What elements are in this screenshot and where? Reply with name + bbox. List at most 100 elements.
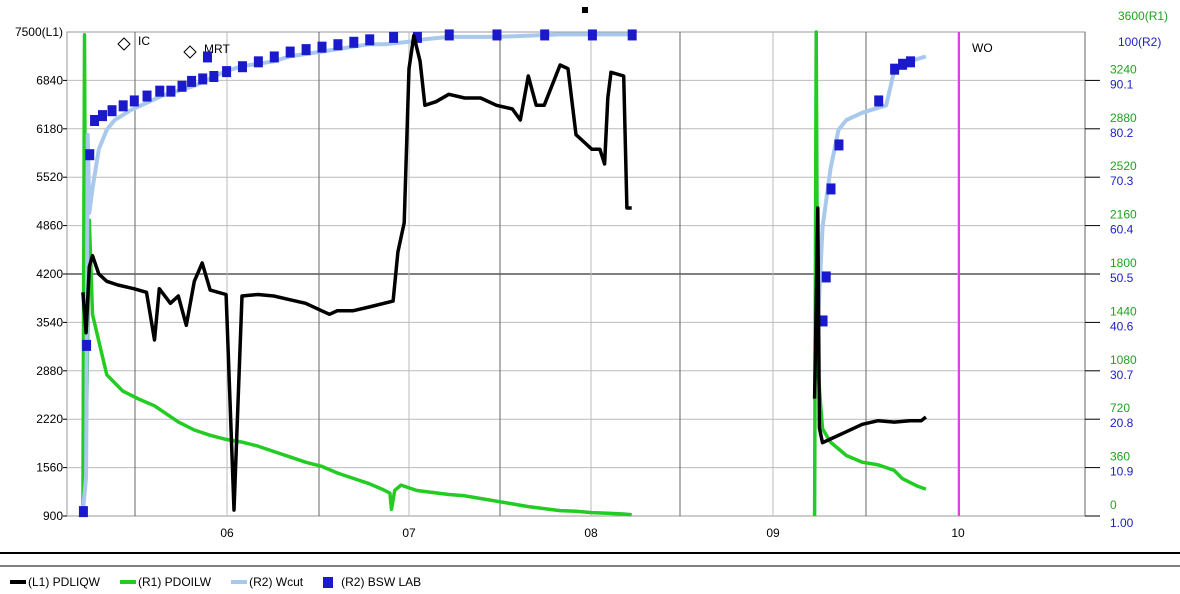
- left-tick-label: 1560: [36, 461, 63, 475]
- bsw-lab-point: [78, 506, 88, 518]
- r2-tick-label: 60.4: [1110, 223, 1134, 237]
- bsw-lab-point: [269, 51, 279, 63]
- r2-tick-label: 30.7: [1110, 368, 1134, 382]
- bsw-lab-point: [198, 73, 208, 85]
- bsw-lab-point: [349, 36, 359, 48]
- bsw-lab-point: [818, 315, 828, 327]
- bsw-lab-point: [492, 29, 502, 41]
- bsw-lab-point: [826, 183, 836, 195]
- legend-label: (L1) PDLIQW: [28, 575, 101, 589]
- bsw-lab-point: [898, 58, 908, 70]
- bsw-lab-point: [253, 56, 263, 68]
- r2-axis-top-label: 100(R2): [1118, 35, 1161, 49]
- legend-item: (L1) PDLIQW: [10, 575, 100, 589]
- x-axis: 06 07 08 09 10: [220, 526, 965, 540]
- bsw-lab-point: [209, 71, 219, 82]
- r1-axis-top-label: 3600(R1): [1118, 9, 1168, 23]
- r2-tick-label: 80.2: [1110, 126, 1134, 140]
- bsw-lab-point: [627, 29, 637, 41]
- bsw-lab-point: [237, 61, 247, 73]
- legend-label: (R1) PDOILW: [138, 575, 212, 589]
- r1-tick-label: 2880: [1110, 111, 1137, 125]
- legend-label: (R2) Wcut: [249, 575, 304, 589]
- bsw-lab-point: [890, 63, 900, 75]
- r1-tick-label: 1800: [1110, 256, 1137, 270]
- series-line-lpdliqw: [81, 33, 632, 512]
- bsw-lab-point: [85, 149, 95, 161]
- left-tick-label: 6840: [36, 73, 63, 87]
- left-tick-label: 3540: [36, 315, 63, 329]
- bsw-lab-point: [129, 95, 139, 107]
- x-tick-label: 08: [584, 526, 598, 540]
- x-tick-label: 07: [402, 526, 416, 540]
- r1-tick-label: 1080: [1110, 353, 1137, 367]
- r1-tick-label: 720: [1110, 401, 1130, 415]
- top-marker: [582, 7, 588, 13]
- bsw-lab-point: [202, 51, 212, 63]
- bsw-lab-point: [90, 115, 100, 126]
- bsw-lab-point: [222, 66, 232, 78]
- legend-item: (R1) PDOILW: [120, 575, 211, 589]
- left-axis: 900 1560 2220 2880 3540 4200 4860 5520 6180 6840 7…: [15, 25, 67, 523]
- left-tick-label: 4860: [36, 219, 63, 233]
- left-tick-label: 2220: [36, 412, 63, 426]
- left-tick-label: 2880: [36, 364, 63, 378]
- bsw-lab-point: [821, 271, 831, 283]
- x-tick-label: 09: [766, 526, 780, 540]
- bsw-lab-point: [389, 31, 399, 43]
- r2-tick-label: 1.00: [1110, 516, 1134, 530]
- bsw-lab-point: [365, 34, 375, 46]
- legend-item: (R2) Wcut: [231, 575, 303, 589]
- series-line-lpdliqw: [812, 206, 927, 445]
- r2-tick-label: 50.5: [1110, 271, 1134, 285]
- bsw-lab-point: [107, 105, 117, 117]
- left-tick-label: 6180: [36, 122, 63, 136]
- bsw-lab-point: [82, 339, 92, 351]
- bsw-lab-point: [834, 139, 844, 151]
- r1-tick-label: 3240: [1110, 62, 1137, 76]
- left-tick-label: 5520: [36, 170, 63, 184]
- bsw-lab-point: [187, 75, 197, 87]
- right-axis-r2: 1.00 10.9 20.8 30.7 40.6 50.5 60.4 70.3 80.2 90.1…: [1110, 35, 1161, 530]
- legend-item: (R2) BSW LAB: [323, 575, 421, 589]
- legend-swatch: [323, 576, 334, 588]
- grid: [67, 32, 1086, 516]
- left-tick-label: 900: [43, 509, 63, 523]
- legend-swatch: [231, 580, 248, 584]
- r2-tick-label: 20.8: [1110, 416, 1134, 430]
- bsw-lab-point: [142, 90, 152, 102]
- legend-label: (R2) BSW LAB: [341, 575, 422, 589]
- r1-tick-label: 2520: [1110, 159, 1137, 173]
- bsw-lab-point: [301, 44, 311, 56]
- bsw-lab-point: [333, 39, 343, 51]
- r2-tick-label: 90.1: [1110, 77, 1134, 91]
- r1-tick-label: 360: [1110, 450, 1130, 464]
- bsw-lab-point: [444, 29, 454, 41]
- r1-tick-label: 2160: [1110, 208, 1137, 222]
- x-tick-label: 10: [951, 526, 965, 540]
- event-marker-icon: [117, 37, 131, 51]
- bsw-lab-point: [540, 29, 550, 41]
- bsw-lab-point: [874, 95, 884, 107]
- r2-tick-label: 10.9: [1110, 465, 1134, 479]
- bsw-lab-point: [587, 29, 597, 41]
- bsw-lab-point: [97, 110, 107, 122]
- series-group: [78, 29, 927, 518]
- bsw-lab-point: [166, 85, 176, 97]
- r2-tick-label: 70.3: [1110, 174, 1134, 188]
- r2-tick-label: 40.6: [1110, 319, 1134, 333]
- series-line-rpdoilw: [81, 32, 632, 517]
- bsw-lab-point: [177, 80, 187, 92]
- legend: (L1) PDLIQW (R1) PDOILW (R2) Wcut (R2) BSW …: [10, 572, 441, 592]
- right-axis-r1: 0 360 720 1080 1440 1800 2160 2520 2880 3240 3600(…: [1085, 9, 1168, 517]
- r1-tick-label: 0: [1110, 498, 1117, 512]
- left-tick-label: 4200: [36, 267, 63, 281]
- bsw-lab-point: [317, 41, 327, 53]
- legend-swatch: [120, 580, 137, 584]
- event-label: WO: [972, 41, 993, 55]
- legend-swatch: [10, 580, 26, 584]
- bsw-lab-point: [155, 85, 165, 97]
- event-marker-icon: [183, 45, 197, 59]
